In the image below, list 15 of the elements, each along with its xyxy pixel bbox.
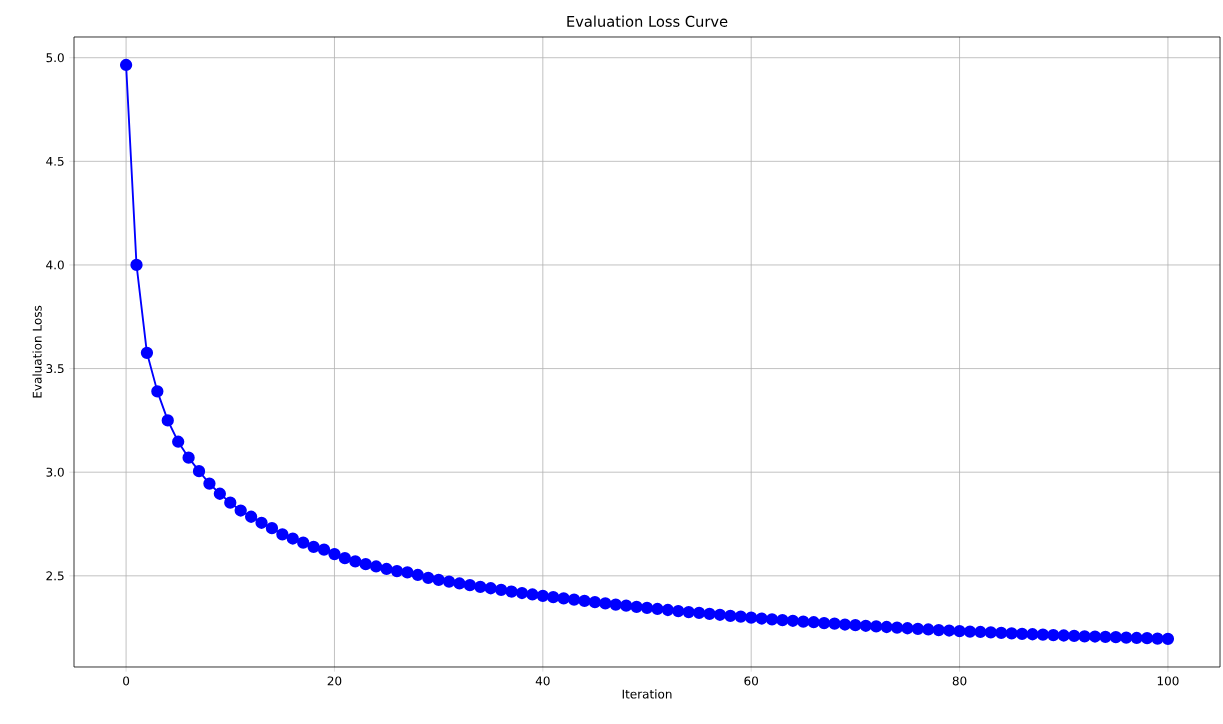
x-tick-label: 80 — [952, 676, 967, 686]
y-tick-label: 5.0 — [46, 53, 64, 63]
x-tick-label: 0 — [123, 676, 130, 686]
y-tick-label: 4.0 — [46, 260, 64, 270]
x-tick-label: 60 — [744, 676, 759, 686]
y-tick-label: 2.5 — [46, 571, 64, 581]
y-tick-label: 3.5 — [46, 364, 64, 374]
x-axis-title: Iteration — [622, 689, 672, 699]
y-tick-label: 3.0 — [46, 467, 64, 477]
chart-title: Evaluation Loss Curve — [567, 15, 728, 27]
x-tick-label: 100 — [1157, 676, 1179, 686]
y-axis-title: Evaluation Loss — [32, 305, 42, 398]
x-tick-label: 20 — [327, 676, 342, 686]
y-tick-label: 4.5 — [46, 156, 64, 166]
x-tick-label: 40 — [535, 676, 550, 686]
